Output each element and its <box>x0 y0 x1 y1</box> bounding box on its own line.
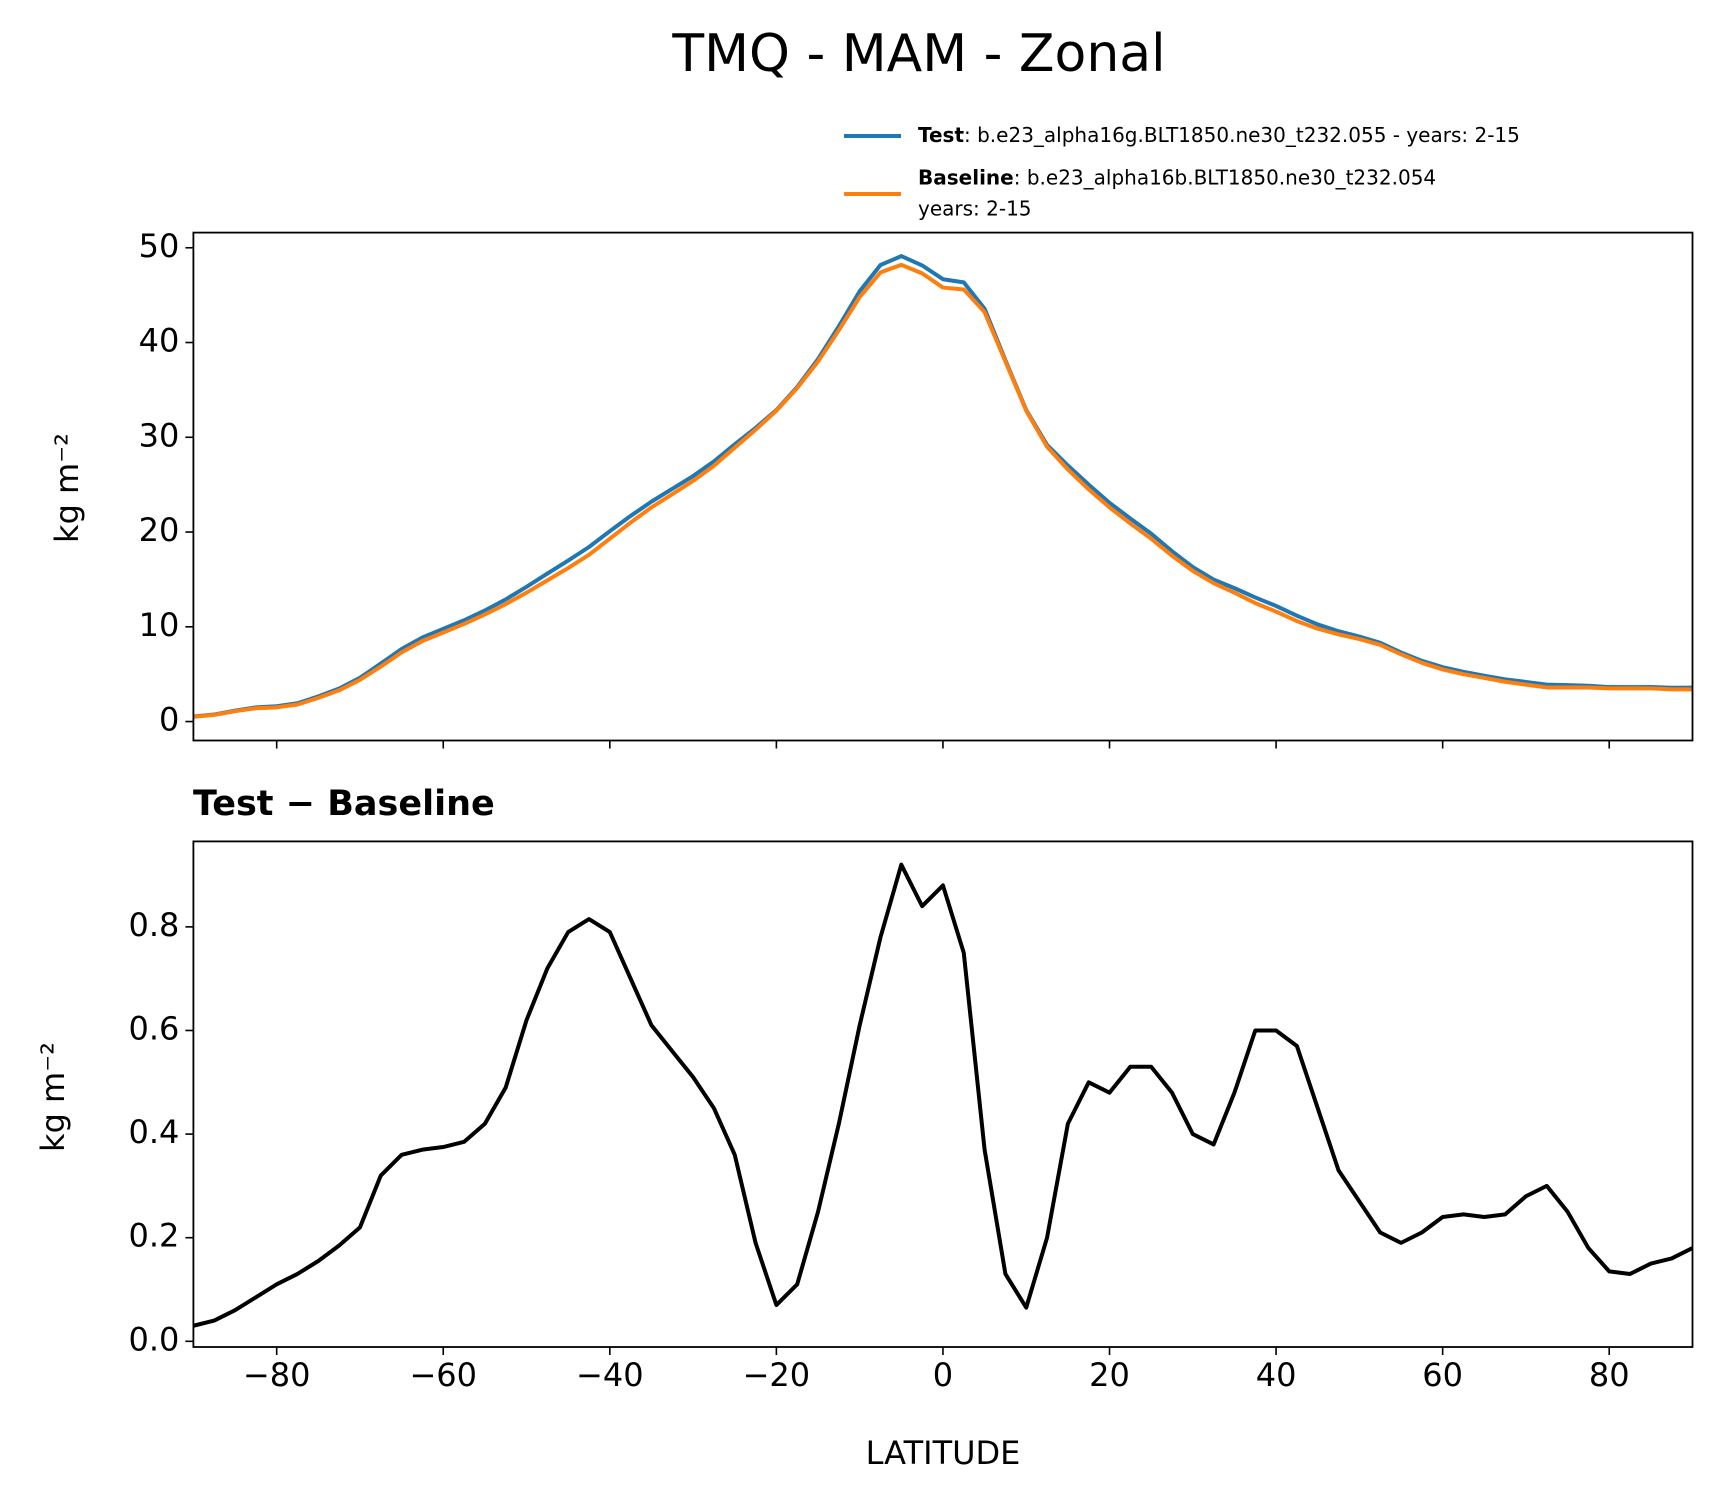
data-line <box>193 262 1693 719</box>
data-line <box>193 254 1693 719</box>
y-tick-label: 0.6 <box>129 1009 180 1047</box>
y-tick-label: 0.2 <box>129 1217 180 1255</box>
x-axis-label: LATITUDE <box>866 1434 1021 1472</box>
y-tick-label: 0.8 <box>129 906 180 944</box>
legend-text: Test: b.e23_alpha16g.BLT1850.ne30_t232.0… <box>918 123 1520 147</box>
y-tick-label: 30 <box>139 416 180 454</box>
y-tick-label: 20 <box>139 511 180 549</box>
x-tick-label: −40 <box>576 1356 644 1394</box>
x-tick-label: −60 <box>409 1356 477 1394</box>
y-axis-label: kg m⁻² <box>34 1042 72 1152</box>
legend-text: Baseline: b.e23_alpha16b.BLT1850.ne30_t2… <box>918 165 1436 189</box>
x-tick-label: 20 <box>1089 1356 1130 1394</box>
data-line <box>193 862 1693 1328</box>
x-tick-label: −80 <box>243 1356 311 1394</box>
x-tick-label: 0 <box>933 1356 953 1394</box>
legend-description: years: 2-15 <box>918 196 1032 220</box>
legend-name: Baseline <box>918 165 1014 189</box>
x-tick-label: −20 <box>743 1356 811 1394</box>
x-tick-label: 40 <box>1256 1356 1297 1394</box>
y-tick-label: 0 <box>159 701 179 739</box>
legend-description: : b.e23_alpha16b.BLT1850.ne30_t232.054 <box>1014 165 1436 189</box>
y-axis-label: kg m⁻² <box>48 433 86 543</box>
legend-description: : b.e23_alpha16g.BLT1850.ne30_t232.055 -… <box>964 123 1520 147</box>
x-tick-label: 80 <box>1589 1356 1630 1394</box>
axes-frame <box>192 231 1694 742</box>
panel-title: Test − Baseline <box>193 784 495 824</box>
y-tick-label: 0.4 <box>129 1113 180 1151</box>
figure-title: TMQ - MAM - Zonal <box>671 24 1165 84</box>
y-tick-label: 40 <box>139 322 180 360</box>
legend-name: Test <box>918 123 964 147</box>
y-tick-label: 10 <box>139 606 180 644</box>
x-tick-label: 60 <box>1422 1356 1463 1394</box>
legend-text: years: 2-15 <box>918 196 1032 220</box>
y-tick-label: 0.0 <box>129 1320 180 1358</box>
y-tick-label: 50 <box>139 227 180 265</box>
axes-frame <box>192 840 1694 1348</box>
